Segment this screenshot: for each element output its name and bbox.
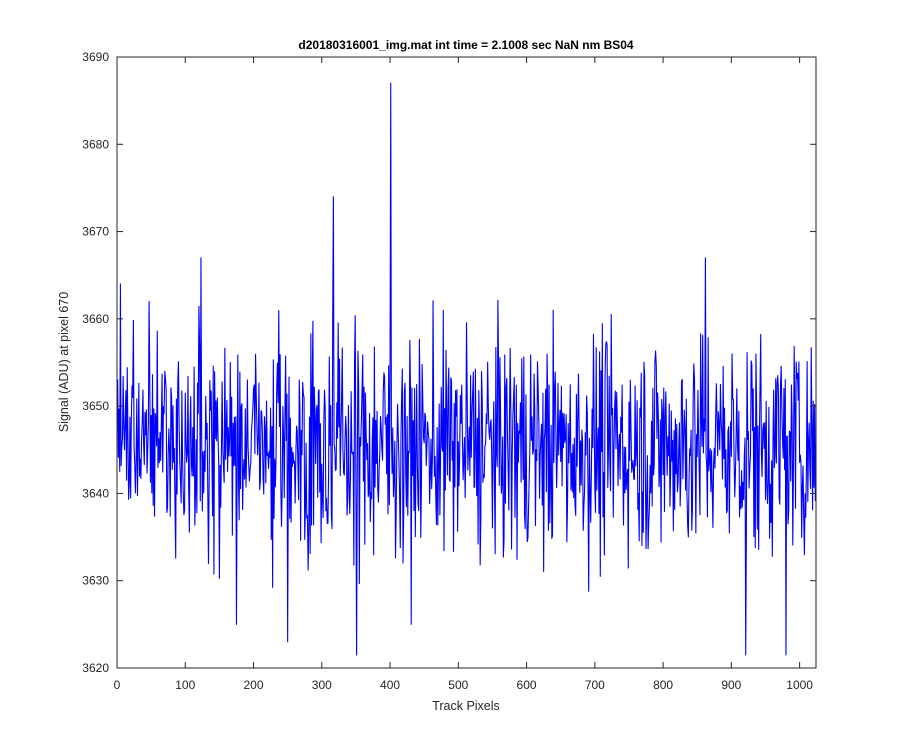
x-tick-label: 100 [175,678,195,692]
y-tick-label: 3630 [82,574,109,588]
x-tick-label: 600 [517,678,537,692]
y-axis: 3620 3630 3640 3650 3660 3670 3680 3690 [82,50,816,675]
y-tick-label: 3640 [82,486,109,500]
chart-title: d20180316001_img.mat int time = 2.1008 s… [298,38,634,52]
x-axis-label: Track Pixels [432,699,500,713]
x-axis: 0 100 200 300 400 500 600 700 800 900 1000 [114,57,813,692]
x-tick-label: 700 [585,678,605,692]
y-tick-label: 3660 [82,312,109,326]
x-tick-label: 300 [312,678,332,692]
x-tick-label: 800 [653,678,673,692]
plot-area-frame [116,56,817,669]
x-tick-label: 400 [380,678,400,692]
y-tick-label: 3690 [82,50,109,64]
x-tick-label: 200 [244,678,264,692]
signal-series-line [117,82,817,656]
y-tick-label: 3680 [82,137,109,151]
x-tick-label: 500 [448,678,468,692]
series-layer [117,82,817,656]
y-tick-label: 3650 [82,399,109,413]
y-tick-label: 3620 [82,661,109,675]
y-axis-label: Signal (ADU) at pixel 670 [57,292,71,432]
y-tick-label: 3670 [82,225,109,239]
x-tick-label: 1000 [786,678,813,692]
x-tick-label: 900 [721,678,741,692]
x-tick-label: 0 [114,678,121,692]
